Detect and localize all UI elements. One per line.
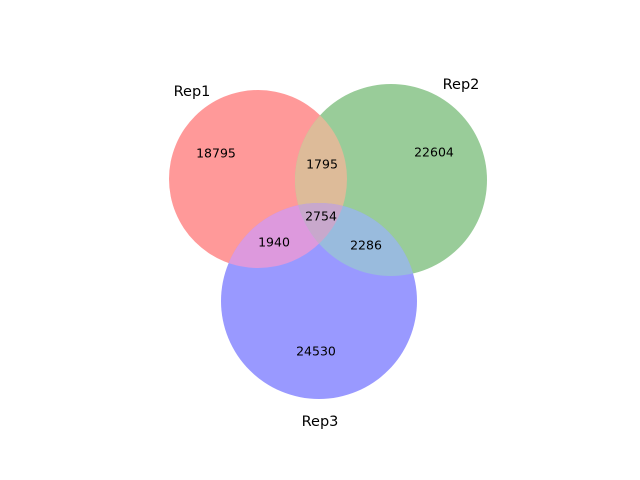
overlap-rep2-rep3	[295, 203, 417, 276]
region-label-rep3: 24530	[296, 344, 336, 359]
set-label-rep2: Rep2	[443, 77, 480, 93]
set-label-rep1: Rep1	[174, 84, 211, 100]
region-label-rep2: 22604	[414, 145, 454, 160]
region-label-rep2-rep3: 2286	[350, 238, 382, 253]
labels-layer: Rep1 Rep2 Rep3 18795 22604 24530 1795 1940 2286 2…	[174, 77, 480, 430]
overlap-rep1-rep3	[221, 203, 347, 268]
overlap-rep1-rep3-clip-rep1	[221, 203, 347, 268]
region-label-rep1: 18795	[196, 146, 236, 161]
region-label-rep1-rep3: 1940	[258, 235, 290, 250]
circles-layer	[169, 84, 487, 399]
overlap-rep2-rep3-clip-rep2	[295, 203, 417, 276]
region-label-rep1-rep2-rep3: 2754	[305, 209, 337, 224]
region-label-rep1-rep2: 1795	[306, 157, 338, 172]
set-label-rep3: Rep3	[302, 414, 339, 430]
